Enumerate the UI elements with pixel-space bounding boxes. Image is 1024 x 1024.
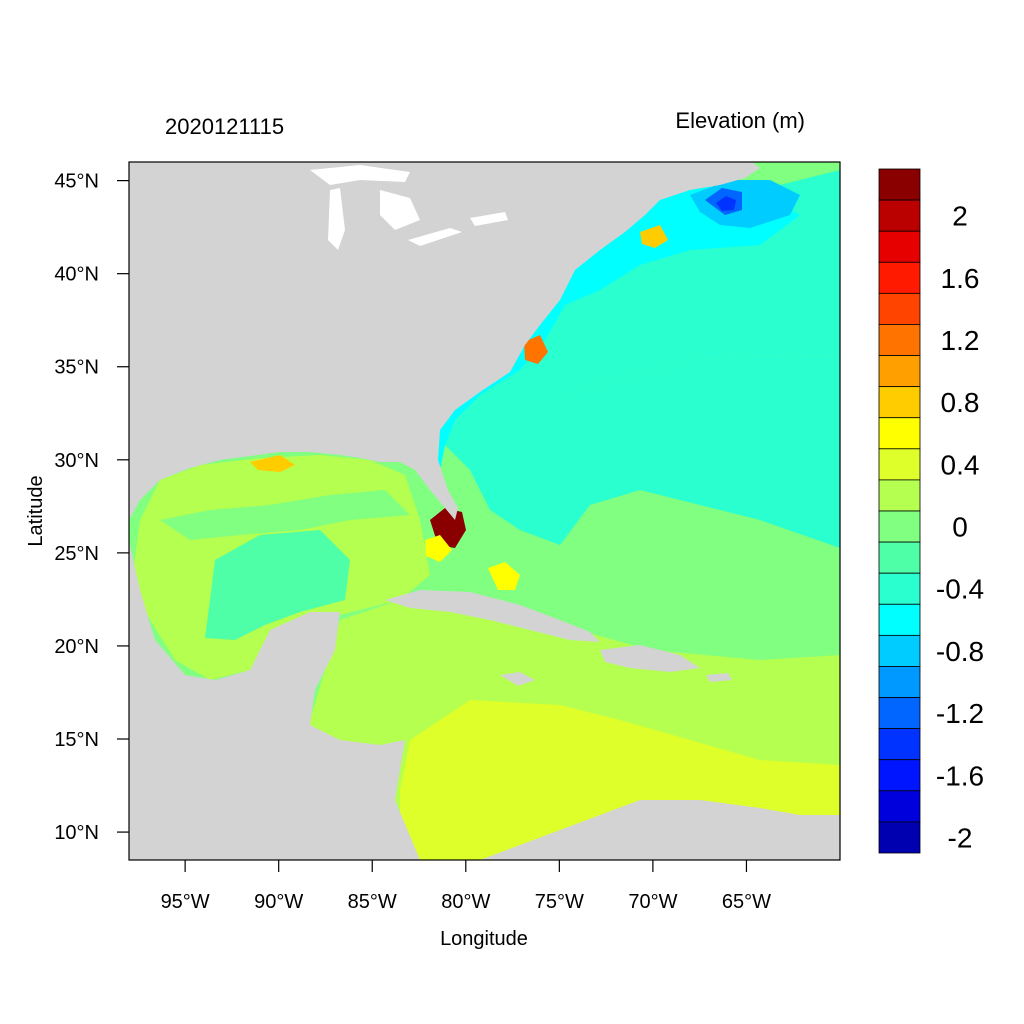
colorbar-label: 0.4 [941,449,980,480]
colorbar-swatch [878,603,921,636]
colorbar-swatch [878,790,921,823]
colorbar-swatch [878,417,921,450]
lake-huron [380,190,420,230]
y-tick-label: 45°N [54,171,99,193]
y-axis-ticks: 45°N 40°N 35°N 30°N 25°N 20°N 15°N 10°N [54,171,129,844]
colorbar-swatch [878,261,921,294]
colorbar-label: 1.6 [941,263,980,294]
x-tick-label: 80°W [441,891,490,913]
x-tick-label: 65°W [722,891,771,913]
colorbar-swatch [878,324,921,356]
colorbar-label: -0.4 [936,574,984,605]
colorbar-label: 2 [952,201,968,232]
cuba-land [385,590,600,642]
puerto-rico-land [706,673,732,682]
jamaica-land [500,672,535,686]
y-tick-label: 30°N [54,450,99,472]
colorbar [878,168,921,854]
colorbar-swatch [878,759,921,792]
colorbar-swatch [878,666,921,698]
colorbar-swatch [878,510,921,543]
variable-title: Elevation (m) [675,108,805,133]
north-america-land [129,162,760,520]
y-tick-label: 40°N [54,264,99,286]
colorbar-swatch [878,572,921,605]
colorbar-swatch [878,479,921,512]
colorbar-swatch [878,230,921,263]
lake-ontario [470,212,508,226]
y-tick-label: 25°N [54,543,99,565]
gulf-of-mexico-zero-band [160,490,410,540]
colorbar-swatch [878,386,921,419]
colorbar-labels: 2 1.6 1.2 0.8 0.4 0 -0.4 -0.8 -1.2 -1.6 -2 [936,201,984,854]
colorbar-swatch [878,541,921,574]
colorbar-swatch [878,448,921,481]
colorbar-label: -2 [948,822,973,853]
lake-michigan [328,188,345,250]
colorbar-label: -1.6 [936,760,984,791]
colorbar-swatch [878,168,921,201]
x-axis-label: Longitude [440,928,528,950]
atlantic-neg04-south-band [470,355,840,548]
colorbar-label: -1.2 [936,698,984,729]
x-tick-label: 90°W [254,891,303,913]
cape-cod-pos08 [640,225,668,248]
x-axis-ticks: 95°W 90°W 85°W 80°W 75°W 70°W 65°W [161,860,771,913]
lake-erie [408,228,462,246]
y-tick-label: 10°N [54,822,99,844]
x-tick-label: 85°W [348,891,397,913]
y-axis-label: Latitude [25,475,47,546]
colorbar-swatch [878,821,921,854]
bay-of-fundy-neg16 [716,196,736,211]
map-frame [128,161,841,861]
mexico-central-america-land [129,540,420,860]
colorbar-swatch [878,355,921,388]
gulf-central-neg02 [205,530,350,640]
hispaniola-land [600,645,700,672]
colorbar-swatch [878,292,921,325]
colorbar-label: 0.8 [941,387,980,418]
x-tick-label: 95°W [161,891,210,913]
y-tick-label: 20°N [54,636,99,658]
timestamp-label: 2020121115 [165,114,284,139]
x-tick-label: 75°W [535,891,584,913]
colorbar-swatch [878,697,921,730]
colorbar-swatch [878,634,921,667]
y-tick-label: 35°N [54,357,99,379]
louisiana-coast-pos06 [250,455,295,472]
colorbar-swatch [878,728,921,761]
carolina-pos08 [524,335,548,364]
colorbar-swatch [878,199,921,232]
lake-superior [310,165,410,185]
south-america-land [480,800,840,860]
map-area [129,162,840,860]
colorbar-label: -0.8 [936,636,984,667]
x-tick-label: 70°W [628,891,677,913]
y-tick-label: 15°N [54,729,99,751]
bahamas-pos06 [488,562,520,590]
florida-keys-pos08 [425,535,452,562]
colorbar-label: 0 [952,512,968,543]
colorbar-label: 1.2 [941,325,980,356]
